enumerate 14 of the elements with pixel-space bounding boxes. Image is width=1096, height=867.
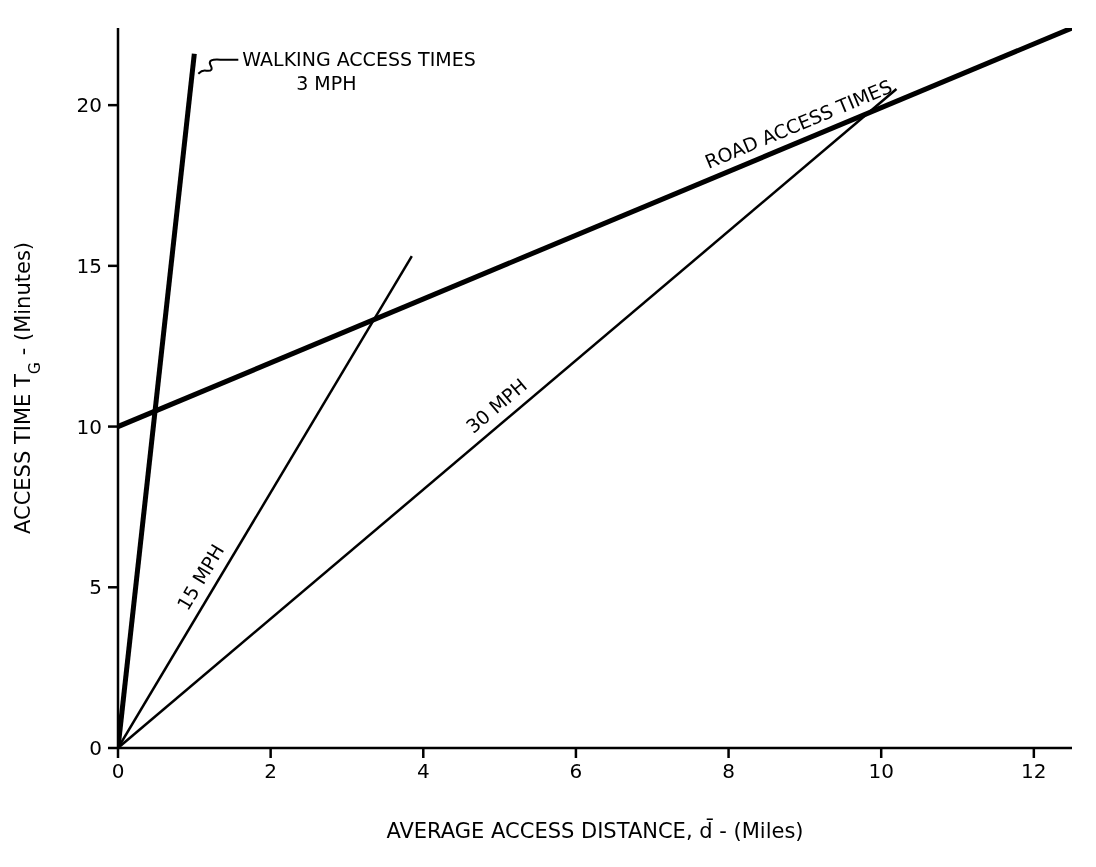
x-tick-label: 4 bbox=[416, 759, 430, 784]
x-tick-label: 12 bbox=[1021, 759, 1047, 784]
y-tick-label: 10 bbox=[76, 414, 102, 439]
x-tick-label: 6 bbox=[569, 759, 583, 784]
x-tick-label: 2 bbox=[264, 759, 278, 784]
x-tick-label: 0 bbox=[111, 759, 125, 784]
y-tick-label: 15 bbox=[76, 253, 102, 278]
x-axis-title: AVERAGE ACCESS DISTANCE, d̄ - (Miles) bbox=[386, 818, 804, 843]
y-tick-label: 0 bbox=[89, 736, 102, 761]
y-tick-label: 20 bbox=[76, 93, 102, 118]
y-tick-label: 5 bbox=[89, 575, 102, 600]
x-tick-label: 8 bbox=[722, 759, 735, 784]
x-tick-label: 10 bbox=[868, 759, 894, 784]
legend-label: WALKING ACCESS TIMES 3 MPH bbox=[242, 47, 476, 94]
